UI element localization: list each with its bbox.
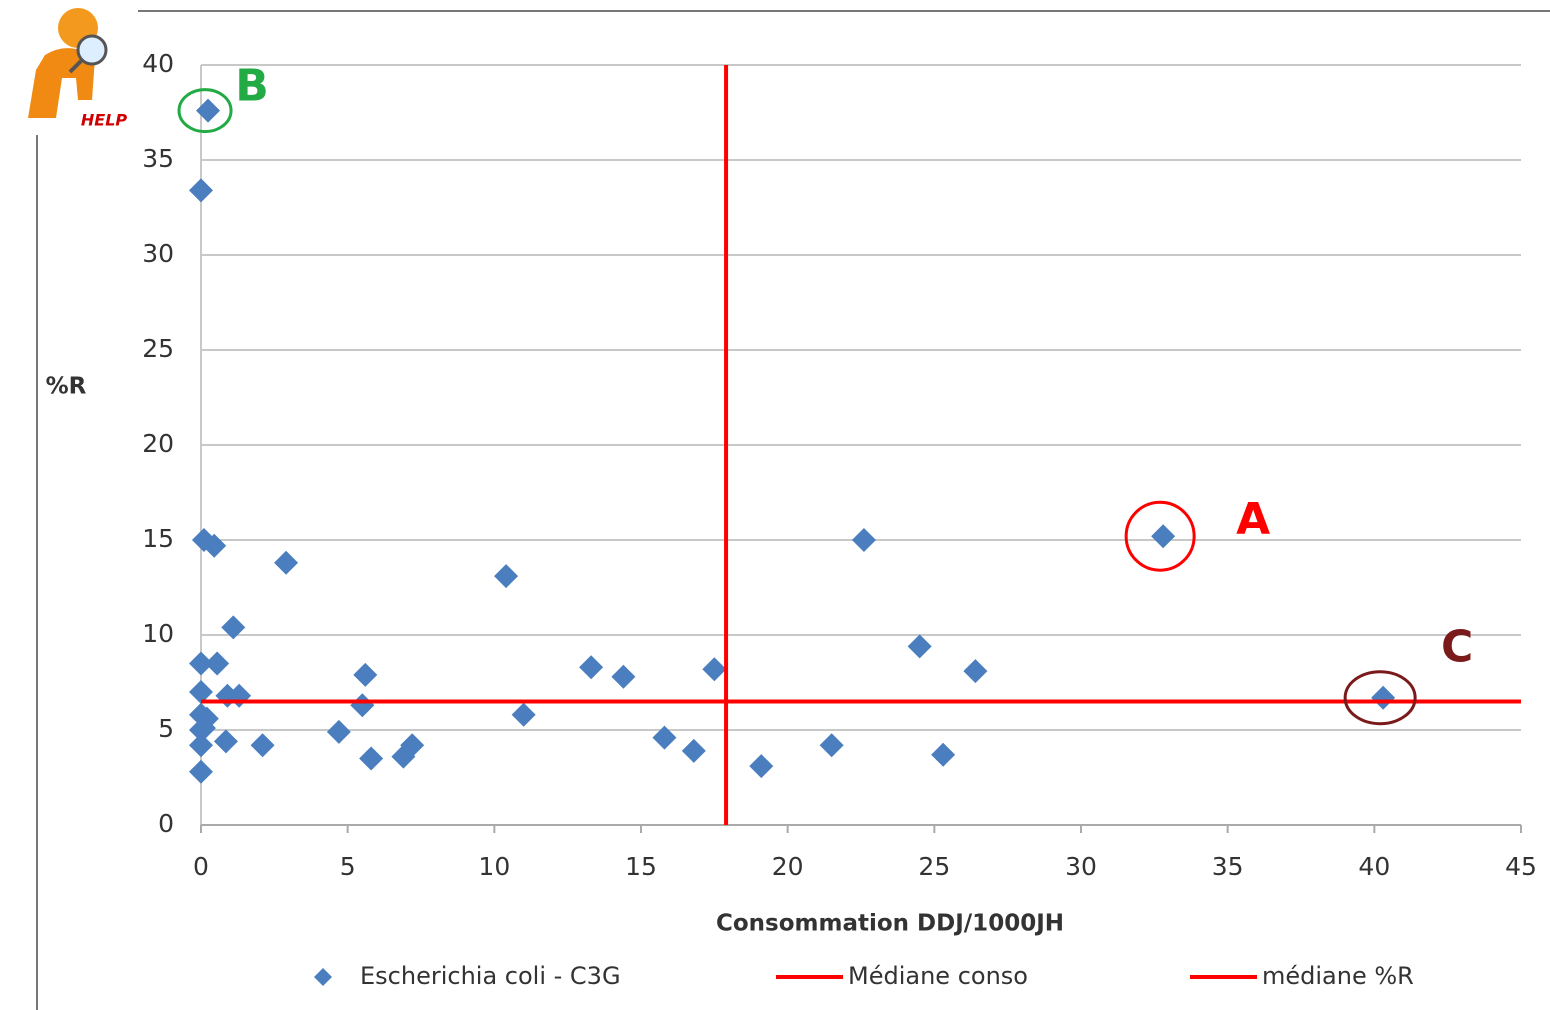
- point: [908, 634, 932, 658]
- y-tick-label: 15: [142, 524, 174, 553]
- point: [353, 663, 377, 687]
- point: [189, 178, 213, 202]
- point: [749, 754, 773, 778]
- annotation-label: B: [235, 61, 269, 112]
- point: [251, 733, 275, 757]
- y-tick-label: 30: [142, 239, 174, 268]
- point: [682, 739, 706, 763]
- y-tick-label: 10: [142, 619, 174, 648]
- x-tick-label: 0: [193, 852, 209, 881]
- legend-label: Escherichia coli - C3G: [360, 962, 621, 990]
- annotation-label: A: [1236, 494, 1270, 545]
- point: [274, 551, 298, 575]
- x-tick-label: 40: [1358, 852, 1390, 881]
- legend-label: médiane %R: [1262, 962, 1414, 990]
- x-tick-label: 45: [1505, 852, 1537, 881]
- point: [359, 747, 383, 771]
- help-text: HELP: [81, 111, 128, 130]
- y-tick-label: 25: [142, 334, 174, 363]
- y-tick-label: 20: [142, 429, 174, 458]
- point: [702, 657, 726, 681]
- point: [579, 655, 603, 679]
- point: [852, 528, 876, 552]
- point: [820, 733, 844, 757]
- point: [214, 729, 238, 753]
- point: [963, 659, 987, 683]
- legend-label: Médiane conso: [848, 962, 1028, 990]
- y-tick-label: 40: [142, 49, 174, 78]
- x-tick-label: 15: [625, 852, 657, 881]
- x-tick-label: 10: [478, 852, 510, 881]
- point: [611, 665, 635, 689]
- point: [1371, 686, 1395, 710]
- help-icon: HELP: [28, 8, 127, 130]
- point: [196, 99, 220, 123]
- point: [494, 564, 518, 588]
- x-axis-title: Consommation DDJ/1000JH: [716, 911, 1064, 937]
- point: [931, 743, 955, 767]
- chart: HELP %R Consommation DDJ/1000JH 0 5 10 15 20…: [0, 0, 1550, 1010]
- point: [205, 652, 229, 676]
- x-tick-label: 30: [1065, 852, 1097, 881]
- x-tick-label: 5: [340, 852, 356, 881]
- annotation-label: C: [1441, 622, 1473, 673]
- point: [189, 733, 213, 757]
- y-axis-title: %R: [46, 374, 87, 400]
- x-tick-label: 25: [918, 852, 950, 881]
- point: [327, 720, 351, 744]
- y-tick-label: 5: [158, 714, 174, 743]
- point: [350, 693, 374, 717]
- point: [512, 703, 536, 727]
- y-tick-label: 0: [158, 809, 174, 838]
- x-tick-label: 35: [1212, 852, 1244, 881]
- x-tick-label: 20: [772, 852, 804, 881]
- legend-marker: [314, 968, 332, 986]
- y-tick-label: 35: [142, 144, 174, 173]
- point: [1151, 524, 1175, 548]
- point: [189, 760, 213, 784]
